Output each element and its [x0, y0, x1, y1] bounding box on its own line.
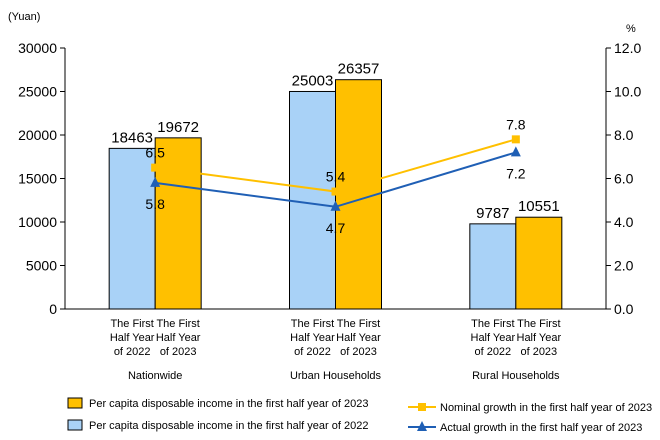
bar	[469, 223, 517, 310]
legend-label: Per capita disposable income in the firs…	[89, 398, 368, 410]
bar	[289, 90, 336, 310]
bar-category-label: Half Year	[156, 332, 201, 344]
bar-category-label: Half Year	[290, 332, 335, 344]
left-axis-unit: (Yuan)	[8, 11, 40, 23]
bar-category-label: of 2023	[520, 346, 557, 358]
group-label: Rural Households	[472, 370, 560, 382]
bar	[108, 147, 156, 310]
bar-category-label: of 2023	[340, 346, 377, 358]
square-marker	[511, 135, 520, 144]
bar-category-label: Half Year	[110, 332, 155, 344]
bar	[515, 216, 563, 310]
line-value-label: 7.8	[506, 116, 526, 132]
triangle-marker	[510, 146, 521, 157]
bar-category-label: of 2022	[294, 346, 331, 358]
bar-category-label: The First	[517, 318, 560, 330]
bar-category-label: of 2023	[160, 346, 197, 358]
bar	[154, 137, 202, 310]
line-value-label: 4.7	[326, 220, 346, 236]
bar-category-label: The First	[291, 318, 334, 330]
square-marker	[151, 163, 160, 172]
bar-category-label: The First	[471, 318, 514, 330]
right-tick-label: 12.0	[614, 40, 641, 56]
right-tick-label: 6.0	[614, 171, 634, 187]
bar-category-label: The First	[337, 318, 380, 330]
right-tick-label: 0.0	[614, 301, 634, 317]
right-tick-label: 10.0	[614, 84, 641, 100]
right-tick-label: 2.0	[614, 258, 634, 274]
bar-value-label: 18463	[111, 129, 153, 146]
right-tick-label: 8.0	[614, 127, 634, 143]
left-tick-label: 30000	[18, 40, 57, 56]
bar-value-label: 26357	[338, 61, 380, 78]
line-value-label: 5.4	[326, 169, 346, 185]
right-tick-label: 4.0	[614, 214, 634, 230]
bar-category-label: of 2022	[114, 346, 151, 358]
line-value-label: 5.8	[145, 196, 165, 212]
right-axis-unit: %	[626, 23, 636, 35]
left-tick-label: 25000	[18, 84, 57, 100]
left-tick-label: 5000	[26, 258, 57, 274]
line-value-label: 7.2	[506, 165, 526, 181]
bar-category-label: The First	[156, 318, 199, 330]
triangle-marker	[330, 200, 341, 211]
bar-category-label: of 2022	[474, 346, 511, 358]
left-tick-label: 20000	[18, 127, 57, 143]
legend-triangle-marker	[417, 421, 427, 431]
line-value-label: 6.5	[145, 145, 165, 161]
bar-value-label: 19672	[157, 119, 199, 136]
triangle-marker	[150, 176, 161, 187]
legend-label: Actual growth in the first half year of …	[440, 422, 642, 434]
legend-bar-swatch	[67, 397, 83, 409]
left-tick-label: 10000	[18, 214, 57, 230]
group-label: Urban Households	[290, 370, 382, 382]
bar-category-label: The First	[110, 318, 153, 330]
group-label: Nationwide	[128, 370, 182, 382]
legend-label: Per capita disposable income in the firs…	[89, 420, 368, 432]
legend-label: Nominal growth in the first half year of…	[440, 402, 652, 414]
bar-category-label: Half Year	[517, 332, 562, 344]
legend-bar-swatch	[67, 419, 83, 431]
bar-value-label: 9787	[476, 205, 509, 222]
square-marker	[331, 187, 340, 196]
bar-category-label: Half Year	[336, 332, 381, 344]
left-tick-label: 0	[49, 301, 57, 317]
legend-square-marker	[418, 403, 426, 411]
bar-value-label: 10551	[518, 198, 560, 215]
bar-value-label: 25003	[292, 72, 334, 89]
bar-category-label: Half Year	[471, 332, 516, 344]
left-tick-label: 15000	[18, 171, 57, 187]
